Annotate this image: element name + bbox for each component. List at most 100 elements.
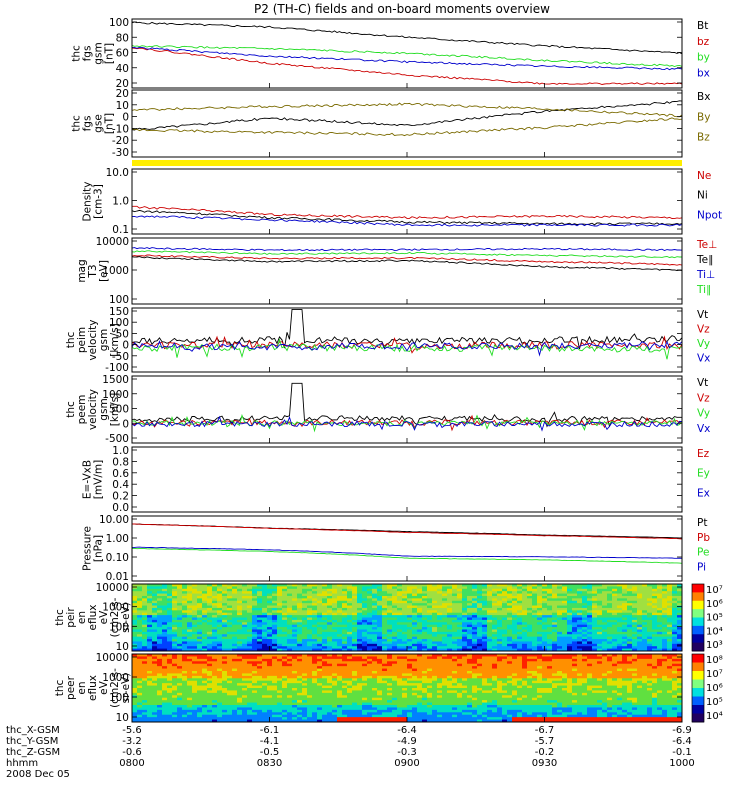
spectrogram-cell — [597, 627, 603, 630]
spectrogram-cell — [357, 709, 363, 713]
spectrogram-cell — [157, 675, 163, 679]
spectrogram-cell — [262, 631, 268, 635]
spectrogram-cell — [272, 605, 278, 609]
spectrogram-cell — [527, 615, 533, 618]
spectrogram-cell — [582, 641, 588, 645]
spectrogram-cell — [272, 705, 278, 708]
spectrogram-cell — [172, 605, 178, 609]
spectrogram-cell — [372, 598, 378, 602]
spectrogram-cell — [622, 619, 628, 623]
spectrogram-cell — [137, 658, 143, 662]
spectrogram-cell — [282, 675, 288, 679]
spectrogram-cell — [347, 607, 353, 611]
spectrogram-cell — [217, 622, 223, 626]
spectrogram-cell — [492, 648, 498, 652]
spectrogram-cell — [367, 654, 373, 657]
spectrogram-cell — [222, 707, 228, 711]
spectrogram-cell — [662, 641, 668, 645]
spectrogram-cell — [672, 610, 678, 614]
spectrogram-cell — [207, 619, 213, 623]
y-axis-label-line: thc — [54, 609, 66, 626]
spectrogram-cell — [337, 678, 343, 682]
y-tick-label: 10000 — [96, 582, 129, 594]
spectrogram-cell — [402, 668, 408, 672]
spectrogram-cell — [497, 607, 503, 611]
spectrogram-cell — [597, 641, 603, 645]
spectrogram-cell — [672, 648, 678, 652]
spectrogram-cell — [277, 709, 283, 713]
spectrogram-cell — [152, 624, 158, 628]
spectrogram-cell — [507, 641, 513, 645]
spectrogram-cell — [142, 714, 148, 718]
spectrogram-cell — [402, 586, 408, 590]
spectrogram-cell — [422, 641, 428, 645]
spectrogram-cell — [187, 631, 193, 635]
spectrogram-cell — [457, 610, 463, 614]
spectrogram-cell — [392, 619, 398, 623]
spectrogram-cell — [477, 603, 483, 606]
spectrogram-cell — [652, 648, 658, 652]
spectrogram-cell — [632, 588, 638, 592]
spectrogram-cell — [372, 675, 378, 679]
spectrogram-cell — [227, 627, 233, 630]
spectrogram-cell — [242, 683, 248, 686]
spectrogram-cell — [672, 631, 678, 635]
spectrogram-cell — [207, 688, 213, 691]
spectrogram-cell — [172, 690, 178, 694]
spectrogram-cell — [367, 663, 373, 667]
spectrogram-cell — [267, 634, 273, 638]
spectrogram-cell — [597, 619, 603, 623]
spectrogram-cell — [597, 643, 603, 647]
spectrogram-cell — [247, 593, 253, 597]
spectrogram-cell — [302, 646, 308, 649]
spectrogram-cell — [507, 598, 513, 602]
spectrogram-cell — [337, 607, 343, 611]
spectrogram-cell — [252, 658, 258, 662]
spectrogram-cell — [562, 615, 568, 618]
spectrogram-cell — [362, 593, 368, 597]
spectrogram-cell — [267, 607, 273, 611]
spectrogram-cell — [247, 619, 253, 623]
spectrogram-cell — [527, 607, 533, 611]
spectrogram-cell — [357, 631, 363, 635]
spectrogram-cell — [287, 685, 293, 689]
spectrogram-cell — [327, 610, 333, 614]
spectrogram-cell — [157, 702, 163, 706]
spectrogram-cell — [207, 636, 213, 640]
spectrogram-cell — [292, 658, 298, 662]
spectrogram-cell — [677, 586, 683, 590]
spectrogram-cell — [342, 717, 348, 720]
spectrogram-cell — [197, 627, 203, 630]
spectrogram-cell — [637, 636, 643, 640]
spectrogram-cell — [357, 648, 363, 652]
spectrogram-cell — [577, 617, 583, 621]
spectrogram-cell — [147, 685, 153, 689]
spectrogram-cell — [282, 668, 288, 672]
spectrogram-cell — [257, 700, 263, 703]
spectrogram-cell — [312, 671, 318, 674]
spectrogram-cell — [227, 712, 233, 716]
spectrogram-cell — [507, 591, 513, 594]
spectrogram-cell — [172, 695, 178, 699]
spectrogram-cell — [487, 600, 493, 604]
spectrogram-cell — [392, 666, 398, 669]
spectrogram-cell — [622, 586, 628, 590]
spectrogram-cell — [497, 610, 503, 614]
spectrogram-cell — [417, 624, 423, 628]
spectrogram-cell — [422, 607, 428, 611]
spectrogram-cell — [632, 631, 638, 635]
spectrogram-cell — [417, 603, 423, 606]
spectrogram-cell — [152, 666, 158, 669]
spectrogram-cell — [367, 690, 373, 694]
spectrogram-cell — [272, 588, 278, 592]
spectrogram-cell — [412, 643, 418, 647]
spectrogram-cell — [677, 636, 683, 640]
spectrogram-cell — [152, 707, 158, 711]
spectrogram-cell — [417, 631, 423, 635]
spectrogram-cell — [192, 615, 198, 618]
spectrogram-cell — [162, 593, 168, 597]
spectrogram-cell — [157, 641, 163, 645]
spectrogram-cell — [407, 663, 413, 667]
spectrogram-cell — [377, 646, 383, 649]
spectrogram-cell — [547, 639, 553, 642]
